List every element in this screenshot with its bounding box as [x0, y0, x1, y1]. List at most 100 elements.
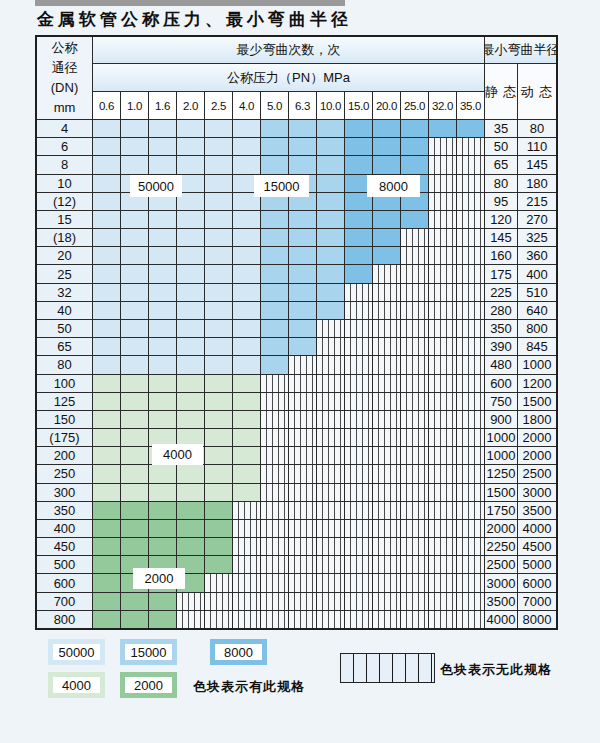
- spec-cell: [345, 265, 372, 282]
- legend-swatch-8000: 8000: [210, 639, 267, 665]
- no-spec-cell: [289, 520, 316, 537]
- no-spec-cell: [261, 375, 288, 392]
- no-spec-cell: [373, 593, 400, 610]
- static-radius-cell: 120: [485, 211, 517, 228]
- no-spec-cell: [401, 320, 428, 337]
- no-spec-cell: [429, 502, 456, 519]
- spec-cell: [93, 484, 120, 501]
- no-spec-cell: [317, 520, 344, 537]
- spec-cell: [317, 156, 344, 173]
- spec-cell: [93, 284, 120, 301]
- no-spec-cell: [373, 484, 400, 501]
- no-spec-cell: [457, 556, 484, 573]
- dn-cell: 200: [37, 447, 92, 464]
- no-spec-cell: [345, 574, 372, 591]
- no-spec-cell: [345, 465, 372, 482]
- spec-cell: [149, 229, 176, 246]
- no-spec-cell: [317, 538, 344, 555]
- spec-cell: [233, 284, 260, 301]
- spec-cell: [289, 265, 316, 282]
- no-spec-cell: [401, 484, 428, 501]
- no-spec-cell: [429, 284, 456, 301]
- spec-cell: [121, 502, 148, 519]
- no-spec-cell: [401, 502, 428, 519]
- dn-cell: 800: [37, 611, 92, 628]
- no-spec-cell: [457, 593, 484, 610]
- spec-cell: [177, 520, 204, 537]
- spec-cell: [261, 120, 288, 137]
- spec-cell: [401, 211, 428, 228]
- no-spec-cell: [345, 429, 372, 446]
- no-spec-cell: [457, 375, 484, 392]
- spec-cell: [149, 393, 176, 410]
- no-spec-cell: [457, 193, 484, 210]
- no-spec-cell: [289, 393, 316, 410]
- spec-cell: [121, 447, 148, 464]
- static-radius-cell: 1250: [485, 465, 517, 482]
- no-spec-cell: [457, 429, 484, 446]
- spec-cell: [121, 211, 148, 228]
- spec-cell: [317, 175, 344, 192]
- no-spec-cell: [345, 375, 372, 392]
- dn-cell: 40: [37, 302, 92, 319]
- static-radius-cell: 2000: [485, 520, 517, 537]
- spec-cell: [93, 138, 120, 155]
- corner-line: (DN): [51, 78, 78, 98]
- dynamic-radius-cell: 400: [518, 265, 556, 282]
- spec-cell: [121, 411, 148, 428]
- pressure-tick: 0.6: [93, 92, 120, 119]
- no-spec-cell: [457, 411, 484, 428]
- spec-cell: [401, 138, 428, 155]
- no-spec-cell: [373, 447, 400, 464]
- spec-cell: [93, 211, 120, 228]
- no-spec-cell: [429, 356, 456, 373]
- no-spec-cell: [373, 520, 400, 537]
- spec-cell: [149, 375, 176, 392]
- pressure-tick: 5.0: [261, 92, 288, 119]
- spec-cell: [93, 411, 120, 428]
- no-spec-cell: [457, 265, 484, 282]
- no-spec-cell: [429, 611, 456, 628]
- spec-cell: [205, 429, 232, 446]
- spec-cell: [121, 593, 148, 610]
- no-spec-cell: [345, 556, 372, 573]
- no-spec-cell: [261, 429, 288, 446]
- spec-cell: [93, 156, 120, 173]
- no-spec-cell: [401, 411, 428, 428]
- no-spec-cell: [401, 302, 428, 319]
- no-spec-cell: [345, 411, 372, 428]
- spec-cell: [233, 338, 260, 355]
- pressure-tick: 6.3: [289, 92, 316, 119]
- spec-cell: [233, 138, 260, 155]
- spec-cell: [233, 484, 260, 501]
- spec-cell: [149, 593, 176, 610]
- spec-cell: [317, 302, 344, 319]
- no-spec-cell: [289, 375, 316, 392]
- no-spec-cell: [261, 411, 288, 428]
- spec-cell: [93, 447, 120, 464]
- no-spec-cell: [261, 393, 288, 410]
- spec-cell: [121, 302, 148, 319]
- spec-cell: [93, 375, 120, 392]
- spec-cell: [401, 120, 428, 137]
- no-spec-cell: [457, 175, 484, 192]
- static-radius-cell: 4000: [485, 611, 517, 628]
- spec-cell: [317, 211, 344, 228]
- no-spec-cell: [289, 447, 316, 464]
- legend-label: 8000: [224, 645, 253, 660]
- no-spec-cell: [289, 556, 316, 573]
- spec-cell: [177, 120, 204, 137]
- dn-cell: 20: [37, 247, 92, 264]
- spec-cell: [345, 120, 372, 137]
- no-spec-cell: [429, 447, 456, 464]
- spec-cell: [149, 320, 176, 337]
- no-spec-cell: [429, 193, 456, 210]
- legend-label: 50000: [58, 645, 94, 660]
- dn-cell: 50: [37, 320, 92, 337]
- no-spec-cell: [345, 393, 372, 410]
- static-radius-cell: 390: [485, 338, 517, 355]
- no-spec-cell: [429, 574, 456, 591]
- spec-cell: [205, 211, 232, 228]
- no-spec-cell: [373, 611, 400, 628]
- legend-label: 15000: [130, 645, 166, 660]
